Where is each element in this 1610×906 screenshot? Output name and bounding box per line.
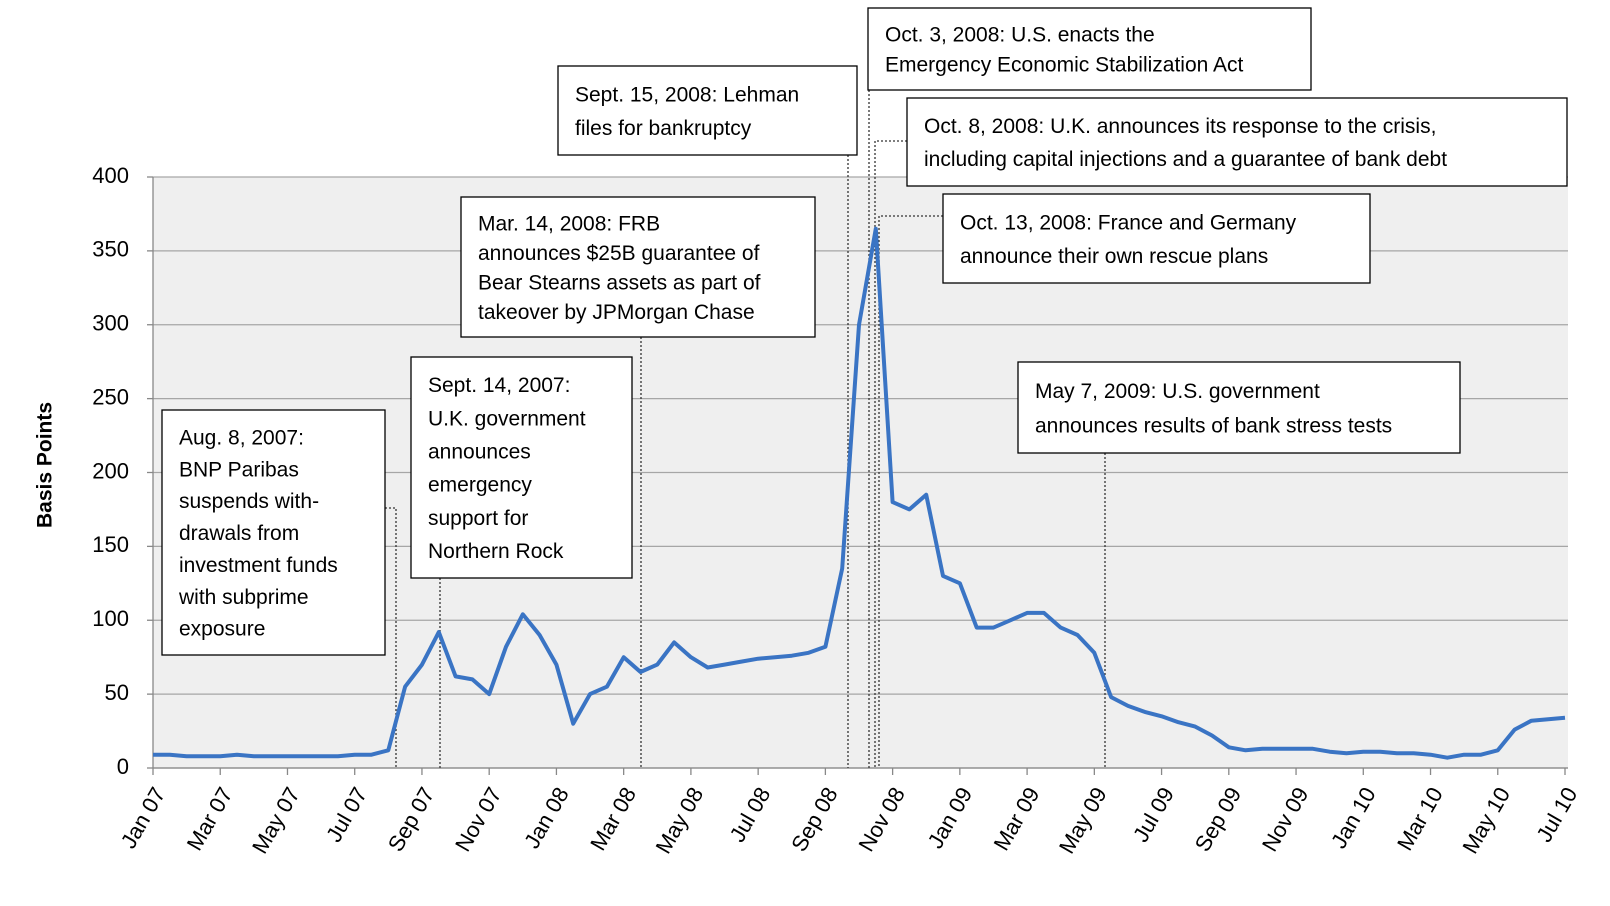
annotation-box <box>942 193 1371 284</box>
annotation-text: investment funds <box>179 554 338 577</box>
x-tick-label: Jul 07 <box>321 783 372 846</box>
annotation-text: takeover by JPMorgan Chase <box>478 301 755 324</box>
annotation-text: emergency <box>428 474 532 497</box>
annotation-text: drawals from <box>179 522 299 545</box>
annotation-text: with subprime <box>178 586 309 609</box>
x-tick-label: Jan 10 <box>1326 783 1381 853</box>
y-tick-label: 400 <box>92 163 129 188</box>
leader-line <box>878 215 943 768</box>
y-tick-label: 150 <box>92 532 129 557</box>
x-tick-label: Nov 08 <box>853 783 910 856</box>
x-tick-label: Sep 08 <box>786 783 843 856</box>
x-tick-label: Nov 07 <box>450 783 507 856</box>
annotation-text: Oct. 3, 2008: U.S. enacts the <box>885 24 1155 47</box>
annotation-text: announces <box>428 440 531 463</box>
x-tick-label: Sep 09 <box>1190 783 1247 856</box>
x-tick-label: May 07 <box>247 783 305 858</box>
annotation: Oct. 3, 2008: U.S. enacts the Emergency E… <box>867 7 1312 91</box>
annotation: Oct. 8, 2008: U.K. announces its respons… <box>906 97 1568 187</box>
annotation-text: Sept. 14, 2007: <box>428 374 570 397</box>
annotation-text: Sept. 15, 2008: Lehman <box>575 83 799 106</box>
x-tick-label: Sep 07 <box>383 783 440 856</box>
x-tick-label: May 09 <box>1054 783 1112 858</box>
annotation-box <box>867 7 1312 91</box>
y-tick-label: 200 <box>92 458 129 483</box>
annotation: Mar. 14, 2008: FRB announces $25B guarant… <box>460 196 816 338</box>
leader-line <box>874 140 907 768</box>
annotation-text: May 7, 2009: U.S. government <box>1035 380 1320 403</box>
annotation-box <box>460 196 816 338</box>
annotation-box <box>557 65 858 156</box>
annotation-box <box>161 409 386 656</box>
x-tick-label: Mar 08 <box>585 783 641 855</box>
annotation-text: suspends with- <box>179 490 319 513</box>
annotation: Aug. 8, 2007: BNP Paribas suspends with-dr… <box>161 409 386 656</box>
y-tick-label: 0 <box>117 754 129 779</box>
annotation: May 7, 2009: U.S. government announces re… <box>1017 361 1461 454</box>
leader-line <box>385 507 397 768</box>
x-tick-label: Mar 09 <box>989 783 1045 855</box>
x-tick-label: Mar 10 <box>1392 783 1448 855</box>
annotation-text: including capital injections and a guara… <box>924 148 1447 171</box>
annotation: Sept. 15, 2008: Lehman files for bankrupt… <box>557 65 858 156</box>
annotation-text: support for <box>428 507 528 530</box>
annotation-text: Mar. 14, 2008: FRB <box>478 212 660 235</box>
annotation-text: U.K. government <box>428 407 586 430</box>
x-tick-label: Jul 08 <box>724 783 775 846</box>
y-tick-label: 100 <box>92 606 129 631</box>
x-tick-label: Jul 09 <box>1128 783 1179 846</box>
annotation-text: Oct. 13, 2008: France and Germany <box>960 211 1297 234</box>
annotation: Oct. 13, 2008: France and Germany announc… <box>942 193 1371 284</box>
x-tick-label: Jan 08 <box>519 783 574 853</box>
x-tick-label: Jul 10 <box>1531 783 1582 846</box>
annotation-box <box>1017 361 1461 454</box>
annotation-text: announce their own rescue plans <box>960 245 1268 268</box>
y-tick-label: 250 <box>92 384 129 409</box>
y-axis-label: Basis Points <box>34 402 57 528</box>
annotation-text: files for bankruptcy <box>575 117 752 140</box>
x-tick-label: Jan 07 <box>116 783 171 853</box>
y-tick-label: 300 <box>92 311 129 336</box>
annotation-text: Bear Stearns assets as part of <box>478 271 761 294</box>
annotation-box <box>410 356 633 579</box>
x-tick-label: May 10 <box>1457 783 1515 858</box>
annotation-box <box>906 97 1568 187</box>
annotation-text: announces $25B guarantee of <box>478 242 760 265</box>
annotation-text: Oct. 8, 2008: U.K. announces its respons… <box>924 115 1436 138</box>
annotation: Sept. 14, 2007: U.K. government announces e… <box>410 356 633 579</box>
x-tick-label: Nov 09 <box>1257 783 1314 856</box>
x-tick-label: Mar 07 <box>182 783 238 855</box>
annotation-text: exposure <box>179 618 265 641</box>
x-tick-label: Jan 09 <box>923 783 978 853</box>
x-tick-label: May 08 <box>651 783 709 858</box>
annotation-text: Emergency Economic Stabilization Act <box>885 54 1243 77</box>
y-tick-label: 350 <box>92 237 129 262</box>
annotation-text: announces results of bank stress tests <box>1035 414 1392 437</box>
annotation-text: BNP Paribas <box>179 458 299 481</box>
data-line <box>153 226 1566 760</box>
annotation-text: Northern Rock <box>428 540 564 563</box>
annotation-text: Aug. 8, 2007: <box>179 426 304 449</box>
y-tick-label: 50 <box>105 680 129 705</box>
